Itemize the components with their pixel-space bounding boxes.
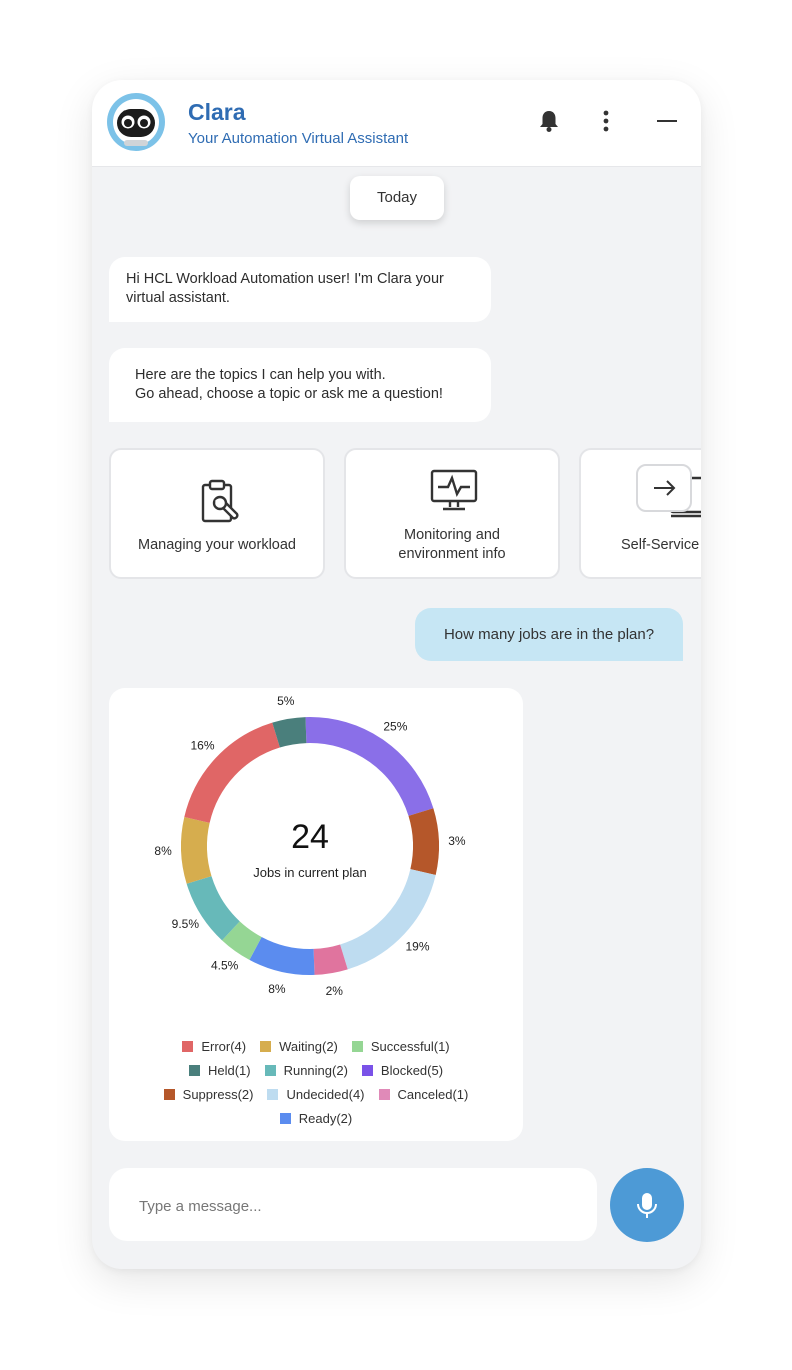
- legend-item[interactable]: Held(1): [188, 1063, 251, 1078]
- topic-label: Managing your workload: [138, 537, 296, 553]
- donut-slice-successful[interactable]: [222, 921, 262, 960]
- legend-swatch: [267, 1089, 279, 1100]
- donut-slice-blocked[interactable]: [305, 717, 434, 817]
- chart-center-value: 24: [291, 818, 329, 856]
- donut-slice-canceled[interactable]: [313, 944, 348, 975]
- legend-swatch: [279, 1113, 291, 1124]
- legend-label: Blocked(5): [380, 1063, 444, 1078]
- date-chip: Today: [350, 176, 444, 220]
- legend-label: Successful(1): [370, 1039, 450, 1054]
- message-composer: [109, 1168, 597, 1241]
- assistant-name: Clara: [188, 99, 246, 125]
- legend-label: Running(2): [283, 1063, 348, 1078]
- donut-slice-waiting[interactable]: [181, 816, 212, 884]
- legend-row: Error(4) Waiting(2) Successful(1): [109, 1039, 523, 1054]
- topic-label: Self-Service: [621, 537, 700, 553]
- slice-percent-label: 16%: [190, 739, 214, 753]
- legend-row: Ready(2): [109, 1111, 523, 1126]
- legend-row: Held(1) Running(2) Blocked(5): [109, 1063, 523, 1078]
- topic-label: Monitoring and environment info: [346, 526, 558, 564]
- legend-label: Ready(2): [298, 1111, 353, 1126]
- legend-item[interactable]: Suppress(2): [163, 1087, 254, 1102]
- legend-item[interactable]: Waiting(2): [260, 1039, 338, 1054]
- carousel-next-button[interactable]: [636, 464, 692, 512]
- assistant-subtitle: Your Automation Virtual Assistant: [188, 130, 409, 147]
- slice-percent-label: 25%: [383, 719, 407, 733]
- kebab-menu-icon[interactable]: [593, 108, 619, 134]
- header: Clara Your Automation Virtual Assistant: [92, 80, 701, 167]
- legend-row: Suppress(2) Undecided(4) Canceled(1): [109, 1087, 523, 1102]
- slice-percent-label: 8%: [268, 982, 286, 996]
- topic-card-monitoring[interactable]: Monitoring and environment info: [344, 448, 560, 579]
- monitor-pulse-icon: [430, 469, 478, 511]
- bot-message: Here are the topics I can help you with.…: [109, 348, 491, 422]
- donut-slice-ready[interactable]: [249, 936, 315, 975]
- topic-label-text: Monitoring and environment info: [398, 527, 506, 562]
- legend-label: Suppress(2): [182, 1087, 254, 1102]
- legend-item[interactable]: Canceled(1): [378, 1087, 469, 1102]
- legend-item[interactable]: Blocked(5): [361, 1063, 444, 1078]
- donut-slice-undecided[interactable]: [339, 868, 436, 970]
- legend-label: Held(1): [207, 1063, 251, 1078]
- slice-percent-label: 8%: [154, 844, 172, 858]
- slice-percent-label: 2%: [326, 984, 344, 998]
- slice-percent-label: 3%: [448, 834, 466, 848]
- arrow-right-icon: [654, 480, 676, 496]
- legend-swatch: [182, 1041, 194, 1052]
- minimize-icon[interactable]: [654, 108, 680, 134]
- legend-label: Waiting(2): [279, 1039, 338, 1054]
- donut-slice-running[interactable]: [186, 875, 241, 941]
- legend-item[interactable]: Running(2): [264, 1063, 348, 1078]
- slice-percent-label: 19%: [405, 939, 429, 953]
- legend-item[interactable]: Undecided(4): [267, 1087, 365, 1102]
- legend-swatch: [351, 1041, 363, 1052]
- legend-item[interactable]: Ready(2): [279, 1111, 353, 1126]
- legend-label: Canceled(1): [397, 1087, 469, 1102]
- donut-slice-error[interactable]: [184, 722, 281, 824]
- bell-icon[interactable]: [536, 108, 562, 134]
- microphone-button[interactable]: [610, 1168, 684, 1242]
- legend-swatch: [378, 1089, 390, 1100]
- topic-card-managing-workload[interactable]: Managing your workload: [109, 448, 325, 579]
- clipboard-wrench-icon: [201, 479, 239, 523]
- legend-item[interactable]: Successful(1): [351, 1039, 450, 1054]
- user-message: How many jobs are in the plan?: [415, 608, 683, 661]
- donut-slice-held[interactable]: [272, 717, 307, 748]
- legend-swatch: [188, 1065, 200, 1076]
- jobs-chart-card: 25% 3% 19% 2% 8% 4.5% 9.5% 8% 16% 5% 24 Jobs in c…: [109, 688, 523, 1141]
- legend-swatch: [361, 1065, 373, 1076]
- slice-percent-label: 5%: [277, 694, 295, 708]
- donut-slice-suppress[interactable]: [408, 808, 439, 876]
- slice-percent-label: 4.5%: [211, 959, 239, 973]
- legend-swatch: [260, 1041, 272, 1052]
- legend-item[interactable]: Error(4): [182, 1039, 246, 1054]
- bot-message: Hi HCL Workload Automation user! I'm Cla…: [109, 257, 491, 322]
- slice-percent-label: 9.5%: [172, 917, 200, 931]
- message-input[interactable]: [137, 1192, 571, 1220]
- chat-window: Clara Your Automation Virtual Assistant …: [92, 80, 701, 1269]
- chart-center-label: Jobs in current plan: [253, 865, 366, 880]
- legend-swatch: [163, 1089, 175, 1100]
- clara-avatar-icon: [107, 93, 165, 151]
- jobs-donut-chart: 25% 3% 19% 2% 8% 4.5% 9.5% 8% 16% 5% 24 Jobs in c…: [154, 694, 466, 998]
- legend-swatch: [264, 1065, 276, 1076]
- legend-label: Error(4): [201, 1039, 247, 1054]
- microphone-icon: [637, 1193, 657, 1218]
- legend-label: Undecided(4): [286, 1087, 365, 1102]
